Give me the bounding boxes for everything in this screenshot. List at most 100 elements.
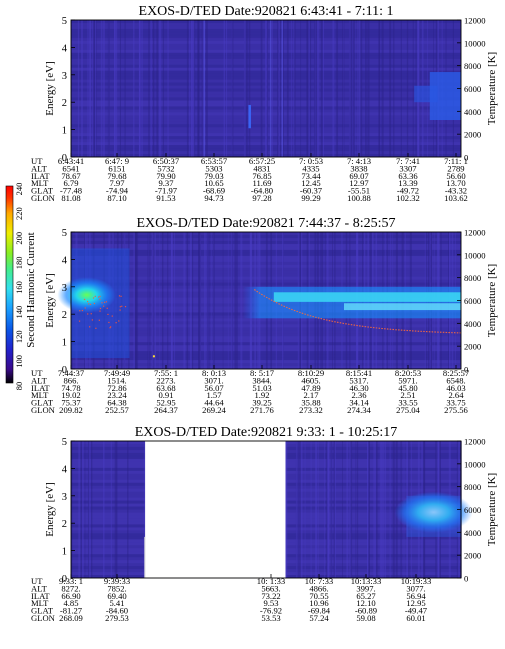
- table-cell: 72.86: [107, 383, 127, 393]
- table-cell: -60.37: [300, 186, 323, 196]
- table-cell: 52.95: [156, 398, 175, 408]
- y-axis-label: Energy [eV]: [44, 61, 56, 115]
- table-cell: 63.68: [156, 383, 175, 393]
- table-cell: 6548.: [446, 375, 465, 385]
- table-cell: 97.28: [252, 193, 271, 203]
- y-tick-label: 2: [62, 310, 67, 321]
- table-cell: 2.17: [303, 390, 319, 400]
- table-cell: 273.32: [299, 405, 323, 415]
- table-cell: 4831: [253, 163, 270, 173]
- table-cell: 10:13:33: [351, 576, 382, 586]
- table-cell: 3071.: [204, 375, 223, 385]
- panel-title: EXOS-D/TED Date:920821 7:44:37 - 8:25:57: [137, 216, 396, 231]
- right-y-tick-label: 4000: [464, 319, 481, 329]
- table-cell: -49.47: [405, 606, 428, 616]
- table-cell: 4866.: [309, 583, 328, 593]
- right-y-tick-label: 6000: [464, 84, 481, 94]
- table-cell: 4.85: [63, 598, 78, 608]
- table-cell: 5303: [205, 163, 222, 173]
- y-tick-label: 3: [62, 71, 67, 82]
- table-cell: 6:57:25: [249, 156, 275, 166]
- table-cell: 10:19:33: [401, 576, 432, 586]
- table-cell: -74.94: [106, 186, 129, 196]
- table-cell: 39.25: [252, 398, 271, 408]
- table-cell: 5732: [157, 163, 174, 173]
- table-cell: 12.10: [356, 598, 375, 608]
- table-cell: 57.24: [309, 613, 329, 623]
- y-tick-label: 4: [62, 43, 68, 54]
- table-cell: 9.53: [263, 598, 278, 608]
- spectrogram-panel-2: EXOS-D/TED Date:920821 7:44:37 - 8:25:57…: [31, 216, 498, 415]
- table-cell: 3307: [399, 163, 417, 173]
- table-cell: 252.57: [105, 405, 129, 415]
- table-row-label: GLAT: [31, 398, 54, 408]
- table-cell: 10: 7:33: [305, 576, 333, 586]
- right-y-tick-label: 8000: [464, 273, 481, 283]
- table-cell: -43.32: [445, 186, 467, 196]
- table-cell: -68.69: [203, 186, 225, 196]
- table-cell: 2.51: [400, 390, 415, 400]
- table-cell: -76.92: [260, 606, 282, 616]
- right-y-axis-label: Temperature [K]: [486, 264, 498, 337]
- right-y-tick-label: 6000: [464, 296, 481, 306]
- table-cell: -84.60: [106, 606, 128, 616]
- table-cell: 99.29: [301, 193, 320, 203]
- colorbar-tick-label: 200: [14, 232, 24, 245]
- right-y-tick-label: 4000: [464, 107, 481, 117]
- table-row-label: ILAT: [31, 171, 50, 181]
- y-tick-label: 0: [62, 153, 67, 164]
- table-cell: 8:15:41: [346, 368, 372, 378]
- table-row-label: GLAT: [31, 186, 54, 196]
- table-cell: 46.03: [446, 383, 465, 393]
- table-cell: 79.68: [107, 171, 126, 181]
- right-y-tick-label: 2000: [464, 551, 481, 561]
- table-cell: 279.53: [105, 613, 129, 623]
- table-cell: 8: 0:13: [202, 368, 226, 378]
- table-cell: 45.80: [398, 383, 417, 393]
- left-y-axis: 0 1 2 3 4 5: [62, 16, 75, 164]
- table-cell: 35.88: [301, 398, 320, 408]
- table-cell: 9:39:33: [104, 576, 130, 586]
- table-cell: -60.89: [355, 606, 377, 616]
- right-y-tick-label: 12000: [464, 437, 485, 447]
- table-cell: 73.22: [261, 591, 280, 601]
- table-row-label: GLON: [31, 193, 56, 203]
- table-cell: 4605.: [301, 375, 320, 385]
- table-cell: 76.85: [252, 171, 271, 181]
- table-cell: 69.07: [349, 171, 369, 181]
- table-cell: 275.56: [444, 405, 468, 415]
- right-y-tick-label: 12000: [464, 228, 485, 238]
- table-cell: 13.70: [446, 178, 465, 188]
- table-cell: 11.69: [252, 178, 271, 188]
- table-cell: 6:53:57: [201, 156, 228, 166]
- spectrogram-image: [57, 232, 462, 370]
- table-cell: 79.90: [156, 171, 175, 181]
- table-cell: 44.64: [204, 398, 224, 408]
- table-row-label: UT: [31, 156, 43, 166]
- colorbar-tick-label: 160: [14, 281, 24, 294]
- table-cell: 74.78: [61, 383, 80, 393]
- table-cell: 6541: [62, 163, 79, 173]
- table-cell: 34.14: [349, 398, 369, 408]
- y-tick-label: 4: [62, 464, 68, 475]
- table-cell: 0.91: [158, 390, 173, 400]
- table-row-label: ALT: [31, 583, 48, 593]
- table-cell: 53.53: [261, 613, 280, 623]
- table-row-label: UT: [31, 368, 43, 378]
- colorbar-tick-label: 180: [14, 257, 24, 270]
- table-cell: 3844.: [252, 375, 271, 385]
- table-cell: 91.53: [156, 193, 175, 203]
- right-y-tick-label: 12000: [464, 16, 485, 26]
- y-axis-label: Energy [eV]: [44, 482, 56, 536]
- table-row-label: GLON: [31, 613, 56, 623]
- table-cell: 269.24: [202, 405, 226, 415]
- spectrogram-image: [71, 441, 473, 579]
- table-cell: 47.89: [301, 383, 320, 393]
- table-cell: 10.96: [309, 598, 329, 608]
- table-cell: -49.72: [397, 186, 419, 196]
- table-cell: 264.37: [154, 405, 178, 415]
- right-y-axis-label: Temperature [K]: [486, 52, 498, 125]
- right-y-tick-label: 0: [464, 574, 468, 584]
